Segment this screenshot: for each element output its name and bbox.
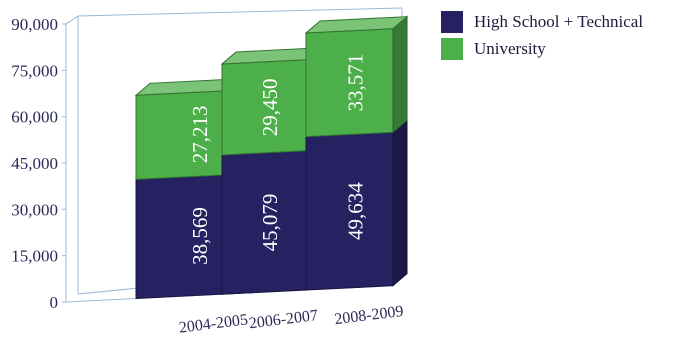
legend-swatch-university <box>440 36 464 61</box>
y-tick-label: 0 <box>50 293 59 312</box>
bar-segment: 49,634 <box>305 119 408 291</box>
category-label: 2004-2005 <box>178 311 249 336</box>
value-label: 45,079 <box>258 194 282 252</box>
legend-label-high-school: High School + Technical <box>474 11 644 31</box>
bar-segment: 45,079 <box>221 137 321 295</box>
y-tick-label: 45,000 <box>11 154 58 173</box>
bar-top <box>304 16 409 34</box>
legend-item-high-school: High School + Technical <box>440 8 643 35</box>
value-label: 27,213 <box>188 106 212 164</box>
legend-item-university: University <box>440 35 643 62</box>
category-label: 2006-2007 <box>248 307 319 332</box>
y-tick-label: 15,000 <box>11 247 58 266</box>
bar-side <box>392 15 408 134</box>
legend-label-university: University <box>474 38 546 58</box>
bars: 38,569 27,213 45,079 29,450 49,634 33,571 <box>134 15 409 300</box>
value-label: 33,571 <box>344 54 368 112</box>
value-label: 49,634 <box>344 182 368 240</box>
value-label: 29,450 <box>258 78 282 136</box>
legend-swatch-high-school <box>440 9 464 34</box>
y-axis-ticks: 0 15,000 30,000 45,000 60,000 75,000 90,000 <box>11 15 66 312</box>
value-label: 38,569 <box>188 207 212 265</box>
bar-stack-2006-2007: 45,079 29,450 <box>220 46 322 295</box>
back-wall-top-edge <box>77 7 403 17</box>
y-tick-label: 30,000 <box>11 200 58 219</box>
back-wall-top <box>65 15 79 25</box>
bar-side <box>392 119 408 287</box>
y-tick-label: 75,000 <box>11 61 58 80</box>
y-tick-label: 60,000 <box>11 108 58 127</box>
bar-stack-2008-2009: 49,634 33,571 <box>304 15 409 291</box>
y-tick-label: 90,000 <box>11 15 58 34</box>
x-axis-labels: 2004-2005 2006-2007 2008-2009 <box>178 303 404 337</box>
bar-segment: 29,450 <box>220 46 322 156</box>
category-label: 2008-2009 <box>334 303 405 328</box>
legend: High School + Technical University <box>440 8 643 62</box>
bar-segment: 33,571 <box>304 15 409 138</box>
